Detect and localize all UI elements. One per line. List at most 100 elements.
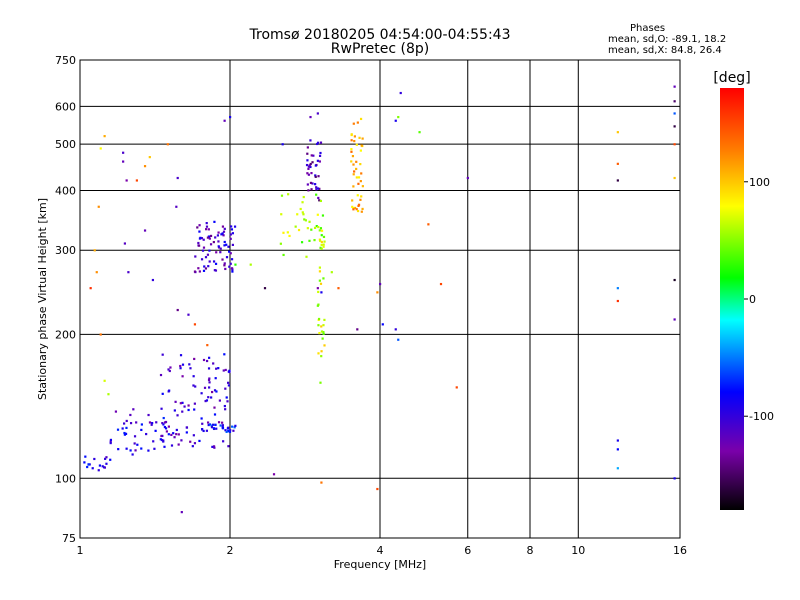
data-point: [223, 240, 226, 244]
data-point: [229, 252, 232, 255]
data-point: [125, 426, 128, 429]
x-tick-label: 1: [77, 544, 84, 557]
data-point: [201, 422, 204, 425]
data-point: [219, 251, 222, 254]
data-point: [222, 234, 225, 237]
data-point: [249, 263, 252, 266]
data-point: [214, 423, 217, 426]
data-point: [308, 220, 311, 223]
data-point: [287, 193, 290, 196]
data-point: [179, 364, 182, 368]
data-point: [210, 424, 213, 427]
data-point: [177, 433, 180, 436]
data-point: [357, 182, 360, 185]
data-point: [99, 147, 102, 150]
y-tick-label: 100: [55, 472, 76, 485]
data-point: [673, 125, 676, 128]
data-point: [193, 402, 196, 405]
data-point: [358, 136, 361, 139]
data-point: [200, 237, 204, 240]
data-point: [221, 424, 224, 427]
data-point: [200, 428, 204, 431]
colorbar-ticks: 100 0 -100: [744, 176, 774, 423]
data-point: [313, 226, 317, 229]
data-point: [175, 433, 178, 436]
data-point: [357, 176, 361, 179]
data-point: [225, 243, 228, 246]
data-point: [208, 386, 211, 389]
data-point: [231, 270, 234, 273]
data-point: [105, 456, 108, 459]
data-point: [673, 112, 676, 115]
x-axis-ticks: 1 2 4 6 8 10 16: [77, 544, 688, 557]
data-point: [180, 439, 183, 442]
data-point: [207, 265, 210, 268]
data-point: [224, 368, 227, 372]
data-point: [318, 270, 322, 273]
data-point: [319, 282, 323, 285]
data-point: [132, 408, 135, 411]
data-point: [361, 185, 364, 188]
data-point: [229, 115, 232, 119]
data-point: [317, 352, 320, 355]
data-point: [154, 429, 157, 432]
data-point: [455, 386, 458, 389]
data-point: [221, 225, 225, 228]
data-point: [194, 385, 197, 388]
colorbar-tick-label: 0: [749, 293, 756, 306]
data-point: [616, 439, 619, 442]
data-point: [135, 421, 138, 424]
data-point: [309, 115, 312, 119]
data-point: [312, 154, 315, 157]
data-point: [201, 249, 205, 252]
data-point: [673, 278, 676, 282]
data-point: [210, 426, 214, 429]
data-point: [616, 448, 619, 451]
data-point: [151, 278, 155, 282]
data-point: [350, 139, 353, 142]
data-point: [212, 240, 215, 244]
x-tick-label: 4: [377, 544, 384, 557]
data-point: [223, 119, 226, 122]
data-point: [198, 439, 201, 443]
data-point: [174, 400, 177, 403]
data-point: [318, 154, 322, 157]
data-point: [103, 379, 106, 382]
data-point: [355, 176, 358, 179]
data-point: [210, 396, 213, 399]
data-point: [204, 267, 208, 270]
data-point: [221, 258, 224, 261]
data-point: [165, 430, 169, 433]
data-point: [148, 156, 151, 159]
data-point: [359, 149, 362, 152]
data-point: [136, 443, 139, 446]
data-point: [353, 139, 356, 143]
data-point: [185, 431, 188, 434]
data-point: [317, 196, 320, 200]
data-point: [234, 263, 237, 266]
data-point: [272, 473, 276, 476]
data-point: [356, 121, 359, 124]
data-point: [145, 432, 148, 436]
data-point: [197, 241, 200, 245]
data-point: [320, 350, 323, 353]
data-point: [217, 367, 220, 370]
data-point: [206, 344, 209, 347]
data-point: [219, 247, 222, 250]
data-point: [206, 236, 210, 239]
data-point: [123, 242, 126, 245]
data-point: [616, 179, 619, 182]
data-point: [352, 163, 355, 166]
data-point: [394, 328, 397, 331]
data-point: [361, 137, 364, 140]
data-point: [616, 131, 619, 134]
data-point: [192, 434, 195, 437]
data-point: [317, 225, 320, 229]
data-point: [225, 396, 228, 399]
data-point: [84, 455, 87, 458]
data-point: [104, 457, 107, 460]
y-tick-label: 75: [62, 532, 76, 545]
data-point: [181, 375, 184, 378]
data-point: [352, 207, 355, 210]
data-point: [323, 344, 326, 347]
